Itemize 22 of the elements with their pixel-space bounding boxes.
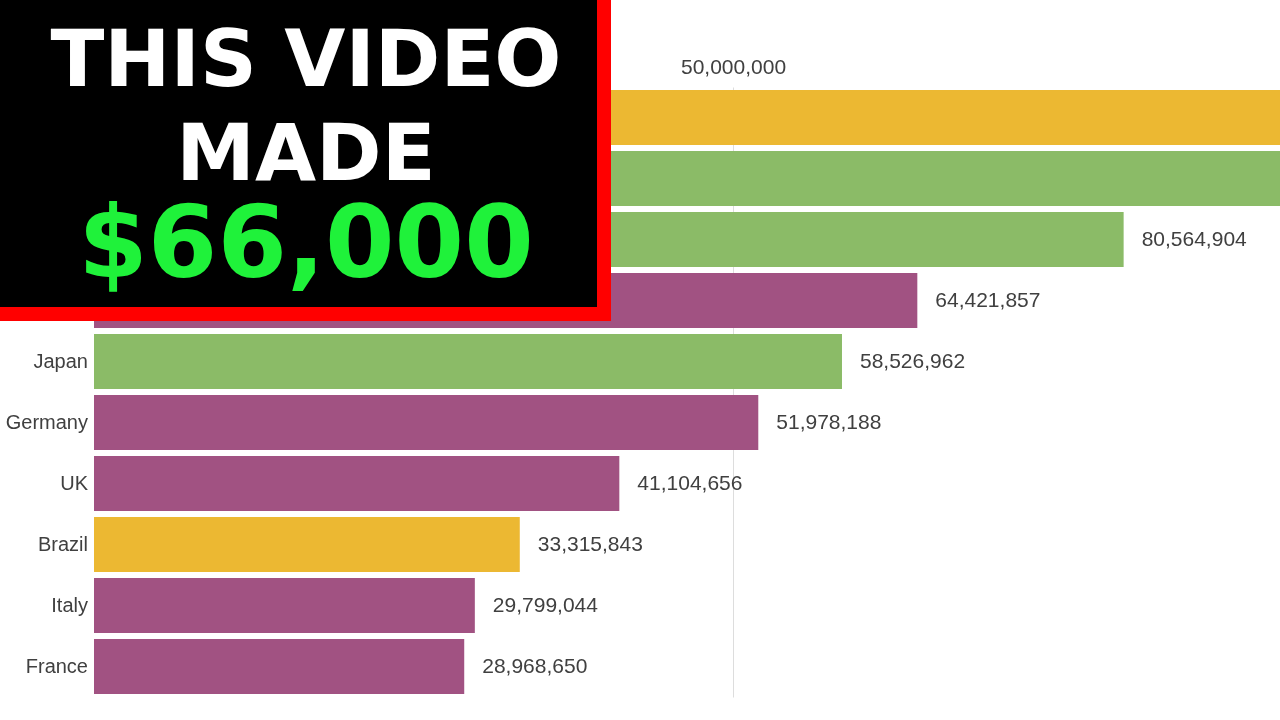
annotation: THIS VIDEO bbox=[50, 13, 562, 105]
y-tick-label: Japan bbox=[33, 349, 88, 372]
y-tick-label: Brazil bbox=[37, 532, 88, 555]
data-label: 29,799,044 bbox=[492, 592, 599, 616]
data-label: 80,564,904 bbox=[1141, 226, 1248, 250]
x-tick-label: 50,000,000 bbox=[680, 54, 787, 78]
data-label: 33,315,843 bbox=[537, 531, 643, 555]
bar bbox=[94, 395, 759, 450]
y-tick-label: Germany bbox=[5, 410, 88, 433]
data-label: 64,421,857 bbox=[935, 287, 1041, 311]
bar bbox=[94, 578, 475, 633]
data-label: 28,968,650 bbox=[482, 653, 588, 677]
bar bbox=[94, 517, 520, 572]
y-tick-label: UK bbox=[60, 471, 89, 494]
data-label: 41,104,656 bbox=[637, 470, 743, 494]
data-label: 51,978,188 bbox=[776, 409, 882, 433]
bar bbox=[94, 639, 465, 694]
bar bbox=[94, 456, 620, 511]
bar bbox=[94, 334, 842, 389]
y-tick-label: France bbox=[25, 654, 88, 677]
data-label: 58,526,962 bbox=[859, 348, 966, 372]
y-tick-label: Italy bbox=[51, 593, 88, 616]
